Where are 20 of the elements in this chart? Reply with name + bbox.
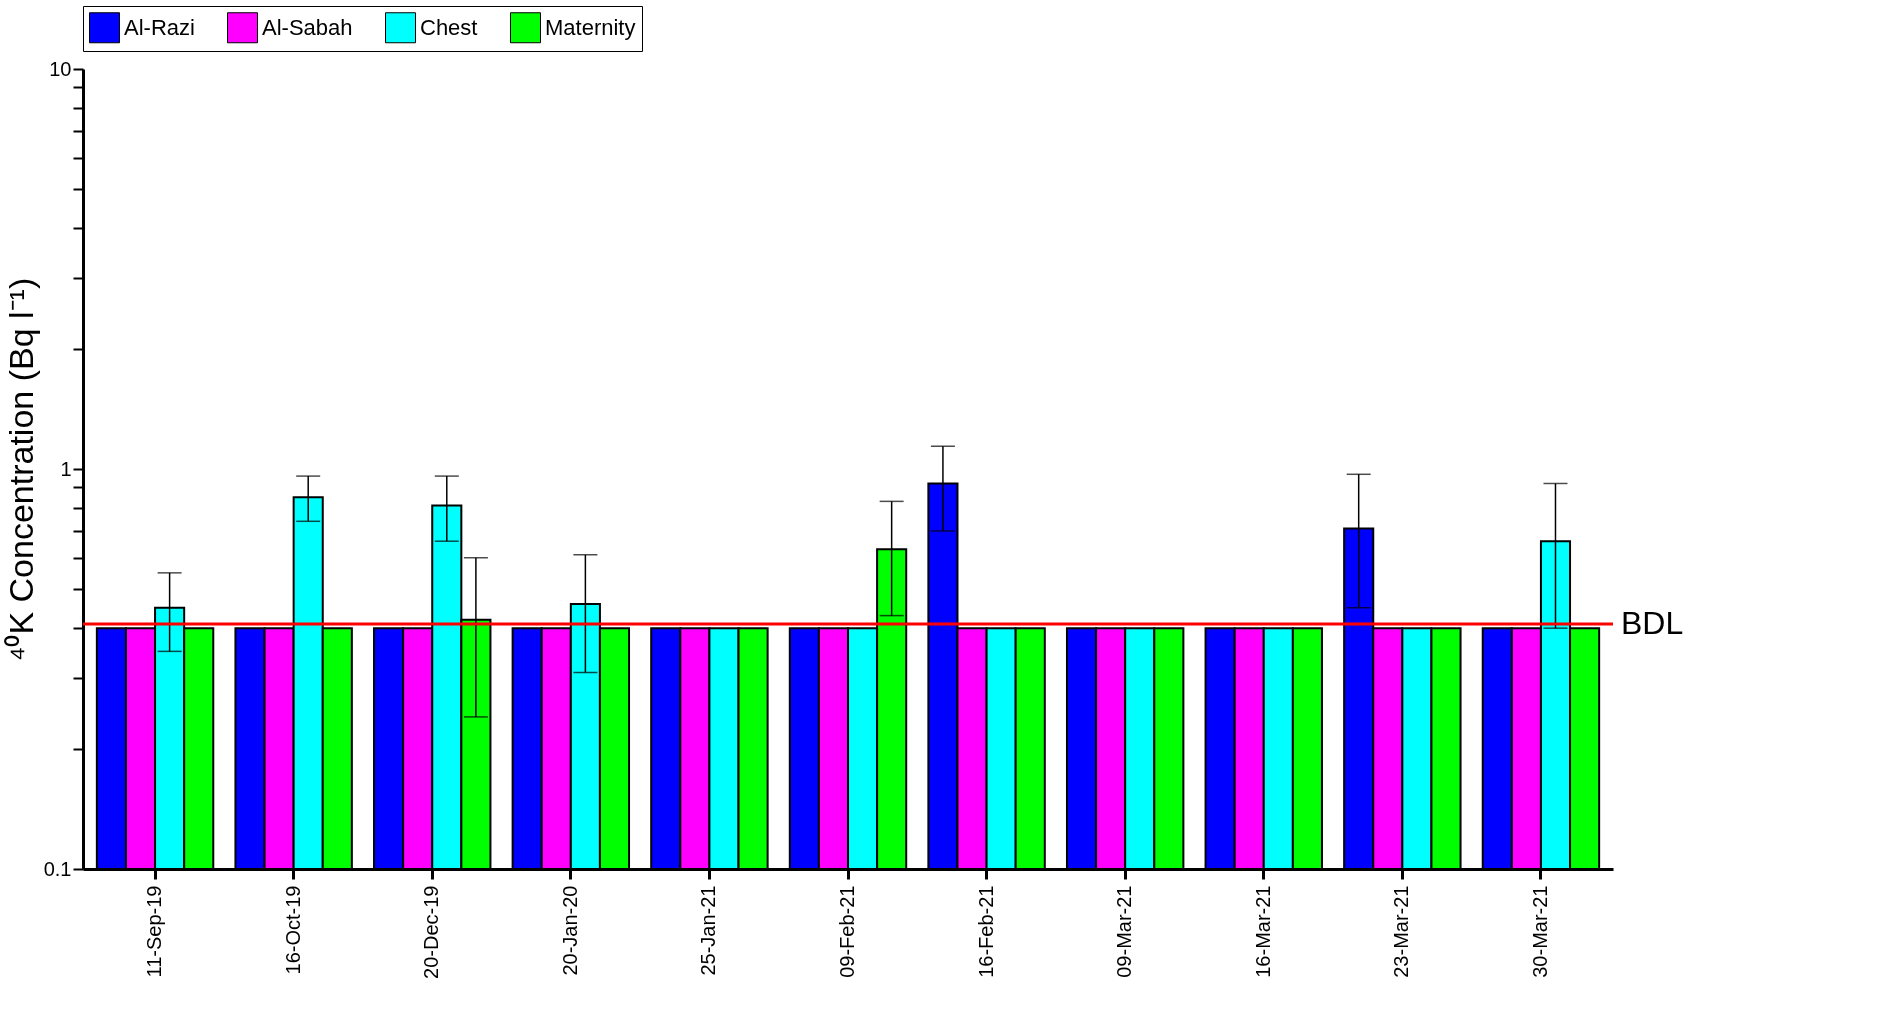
x-tick-label: 09-Mar-21 xyxy=(1113,885,1136,978)
x-tick-label: 20-Jan-20 xyxy=(558,885,581,976)
y-tick-label: 10 xyxy=(49,57,72,80)
x-tick-label: 25-Jan-21 xyxy=(697,885,720,976)
legend-label: Chest xyxy=(420,14,478,40)
x-tick-label: 16-Feb-21 xyxy=(974,885,997,978)
y-tick-label: 0.1 xyxy=(43,857,72,880)
y-tick-label: 1 xyxy=(60,457,72,480)
x-tick-label: 16-Mar-21 xyxy=(1251,885,1274,978)
legend-label: Al-Razi xyxy=(124,14,195,40)
x-tick-label: 11-Sep-19 xyxy=(143,885,166,978)
x-tick-label: 16-Oct-19 xyxy=(281,885,304,975)
x-tick-label: 30-Mar-21 xyxy=(1528,885,1551,978)
x-tick-label: 09-Feb-21 xyxy=(836,885,858,978)
ref-line-label: BDL xyxy=(1621,604,1684,641)
legend-label: Al-Sabah xyxy=(262,14,353,40)
y-axis-title: ⁴⁰K Concentration (Bq l⁻¹) xyxy=(1,277,40,662)
x-tick-label: 23-Mar-21 xyxy=(1390,885,1413,978)
x-tick-label: 20-Dec-19 xyxy=(420,885,443,979)
legend-label: Maternity xyxy=(545,14,636,40)
